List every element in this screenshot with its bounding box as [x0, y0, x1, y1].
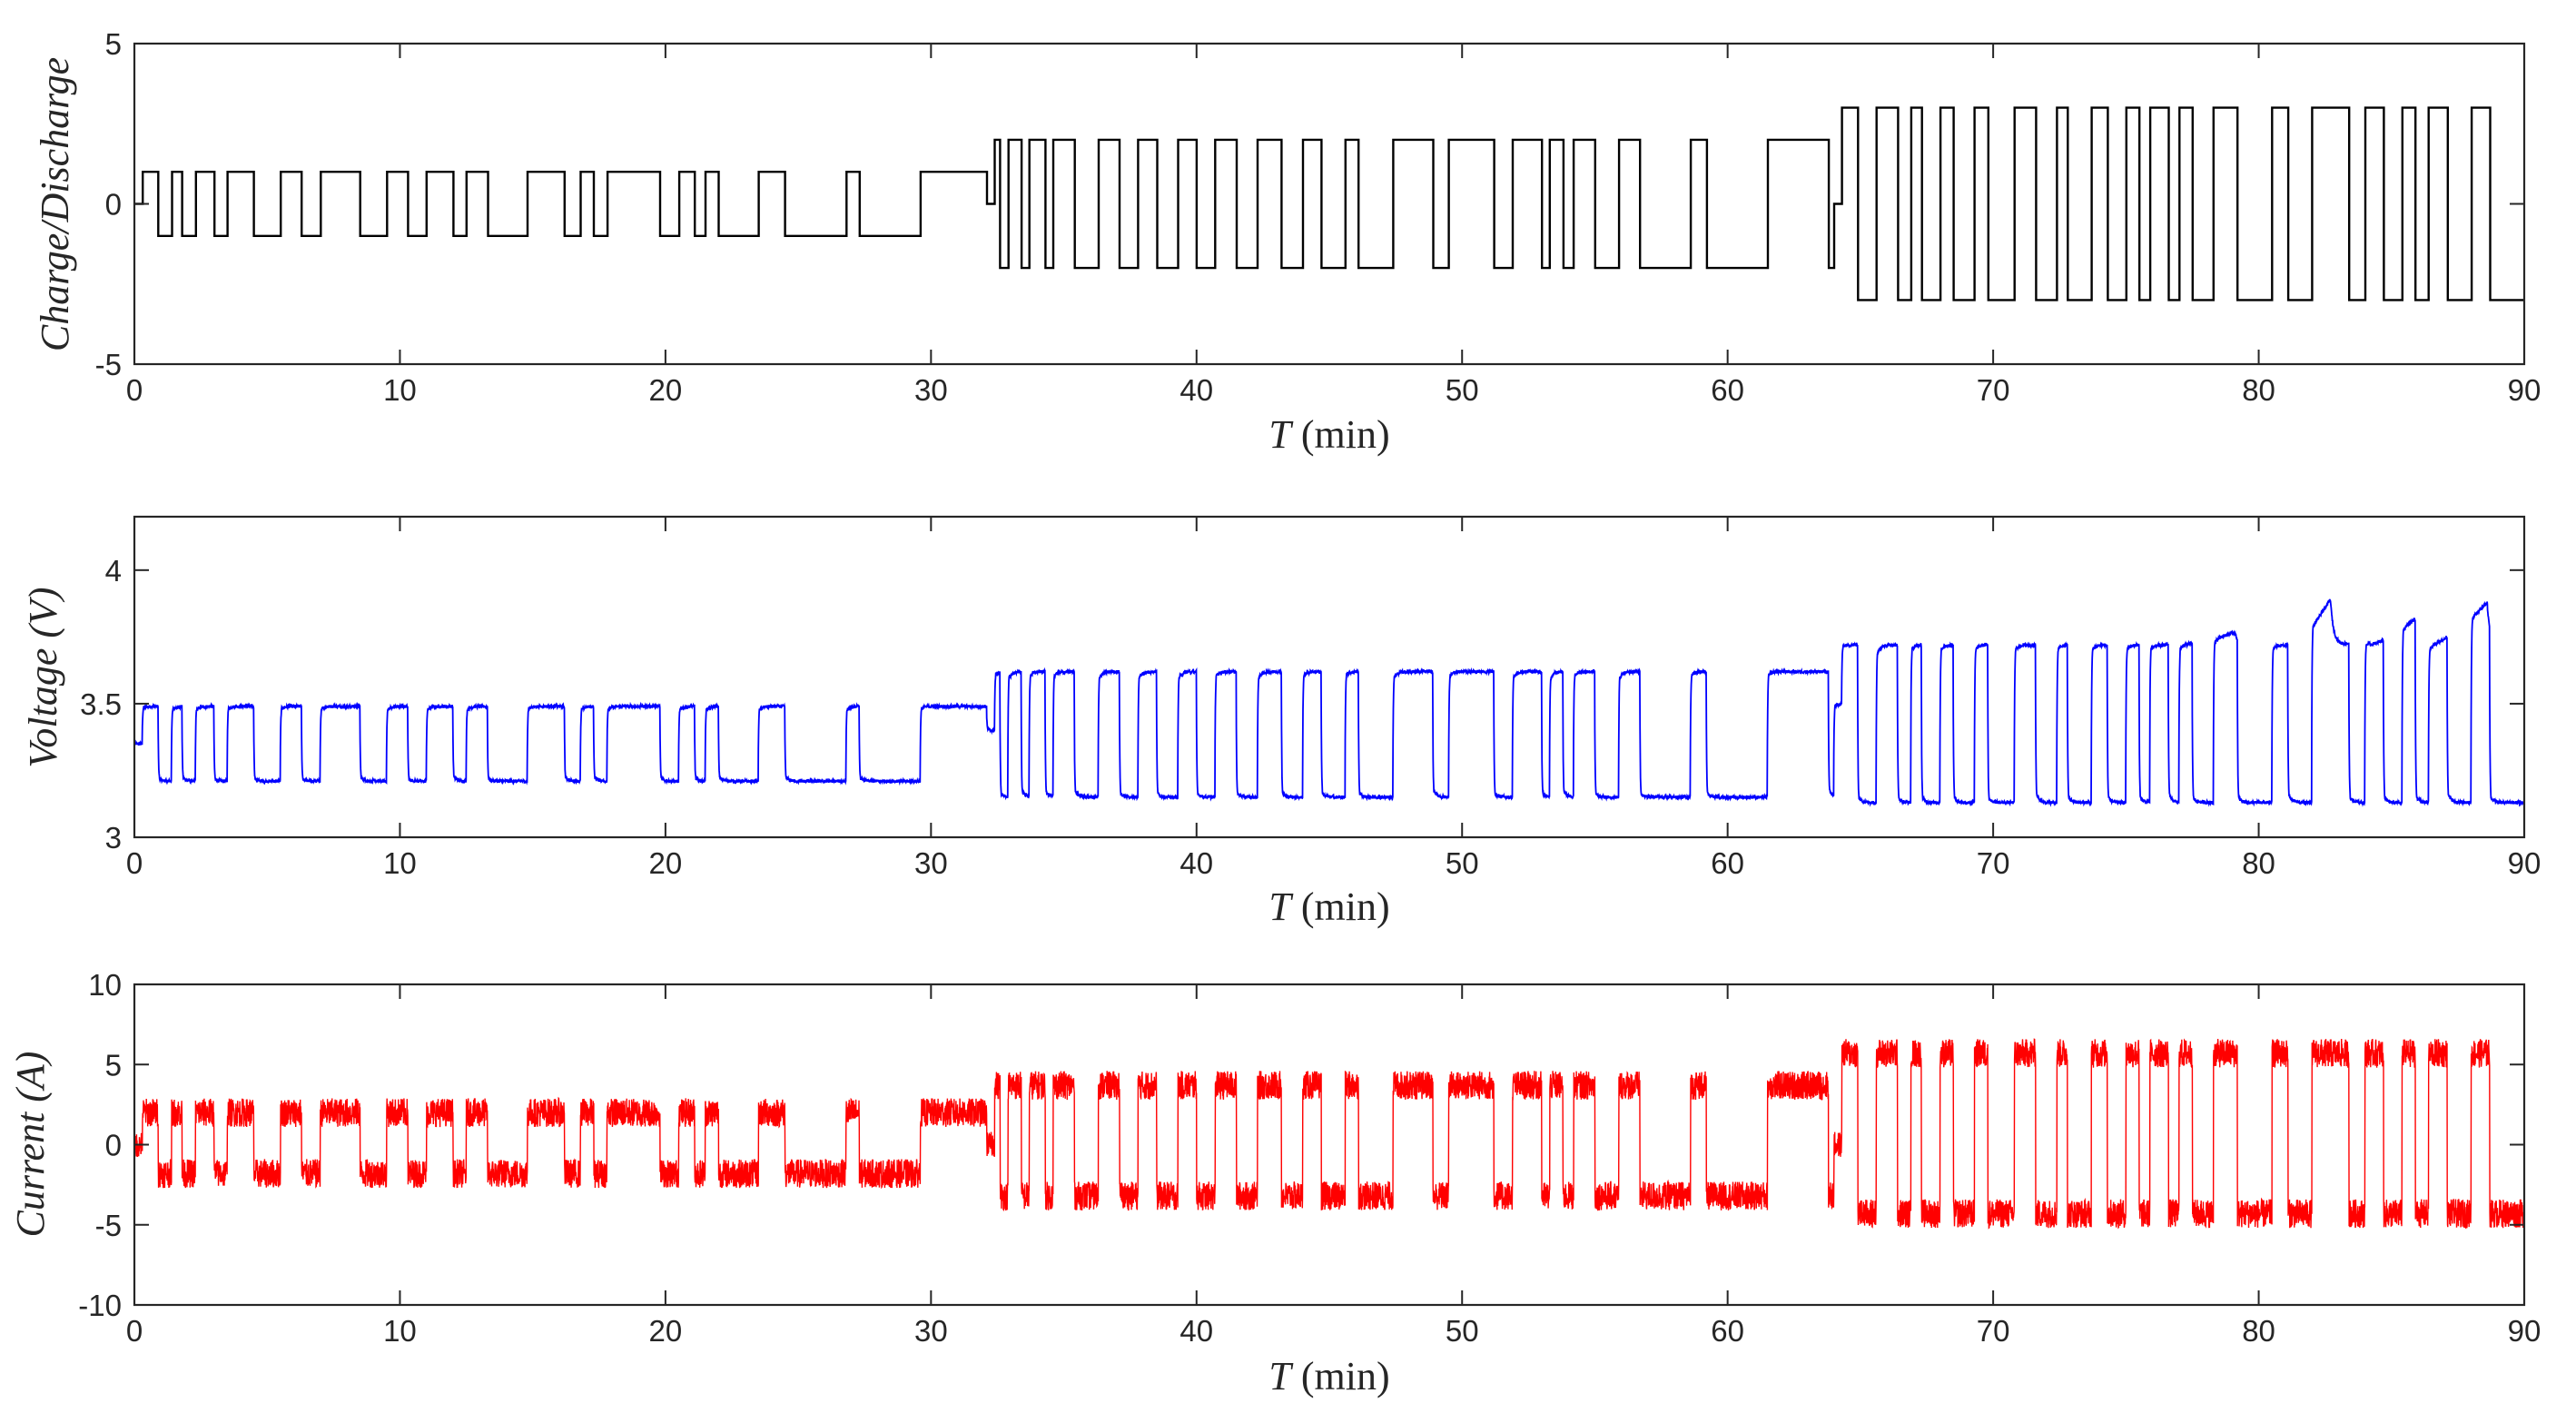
x-tick-label: 40 — [1179, 846, 1213, 880]
x-tick-label: 0 — [126, 846, 143, 880]
x-tick-label: 10 — [383, 373, 417, 407]
voltage-y-ticks: 33.54 — [80, 554, 2524, 855]
y-tick-label: 10 — [88, 968, 122, 1002]
x-tick-label: 60 — [1711, 1314, 1744, 1348]
x-tick-label: 20 — [649, 373, 683, 407]
current-axes-frame — [133, 983, 2526, 1307]
current-y-axis-label: Current (A) — [8, 1052, 53, 1238]
current-trace — [133, 1038, 2525, 1230]
x-tick-label: 90 — [2508, 373, 2541, 407]
charge-discharge-panel: 0 10 20 30 40 50 60 70 80 90 -505 T (min) Charge/… — [33, 27, 2541, 457]
y-tick-label: 0 — [105, 188, 122, 222]
charge-discharge-line — [134, 106, 2524, 301]
x-tick-label: 50 — [1446, 373, 1479, 407]
x-tick-label: 10 — [383, 1314, 417, 1348]
x-tick-label: 60 — [1711, 846, 1744, 880]
y-tick-label: 3 — [105, 821, 122, 855]
x-tick-label: 80 — [2242, 1314, 2275, 1348]
charge-discharge-trace — [134, 106, 2524, 301]
voltage-x-axis-label: T (min) — [1268, 884, 1389, 929]
y-tick-label: -5 — [95, 348, 122, 381]
x-tick-label: 30 — [914, 373, 948, 407]
y-tick-label: 3.5 — [80, 687, 122, 721]
current-y-ticks: -10 -5 0 5 10 — [78, 968, 2524, 1322]
charge-discharge-x-axis-label: T (min) — [1268, 412, 1389, 457]
y-tick-label: 0 — [105, 1129, 122, 1162]
y-tick-label: -5 — [95, 1209, 122, 1242]
x-tick-label: 90 — [2508, 1314, 2541, 1348]
current-x-axis-label: T (min) — [1268, 1354, 1389, 1398]
charge-discharge-y-axis-label: Charge/Discharge — [33, 57, 77, 351]
x-tick-label: 70 — [1977, 1314, 2010, 1348]
current-panel: 0 10 20 30 40 50 60 70 80 90 -10 -5 0 5 10 T (min) Cu… — [8, 968, 2541, 1398]
x-tick-label: 0 — [126, 1314, 143, 1348]
x-tick-label: 70 — [1977, 373, 2010, 407]
voltage-x-ticks: 0 10 20 30 40 50 60 70 80 90 — [126, 517, 2541, 880]
x-tick-label: 50 — [1446, 1314, 1479, 1348]
x-tick-label: 60 — [1711, 373, 1744, 407]
charge-discharge-x-ticks: 0 10 20 30 40 50 60 70 80 90 — [126, 44, 2541, 407]
voltage-panel: 0 10 20 30 40 50 60 70 80 90 33.54 T (min) Voltag… — [21, 515, 2541, 929]
voltage-line — [133, 598, 2525, 807]
charge-discharge-y-ticks: -5 0 5 — [95, 27, 2524, 381]
y-tick-label: 4 — [105, 554, 122, 588]
current-x-ticks: 0 10 20 30 40 50 60 70 80 90 — [126, 984, 2541, 1348]
x-tick-label: 80 — [2242, 373, 2275, 407]
x-tick-label: 50 — [1446, 846, 1479, 880]
x-tick-label: 40 — [1179, 1314, 1213, 1348]
y-tick-label: -10 — [78, 1289, 122, 1322]
x-tick-label: 40 — [1179, 373, 1213, 407]
x-tick-label: 20 — [649, 1314, 683, 1348]
voltage-trace — [133, 598, 2525, 807]
x-tick-label: 0 — [126, 373, 143, 407]
x-tick-label: 90 — [2508, 846, 2541, 880]
x-tick-label: 80 — [2242, 846, 2275, 880]
y-tick-label: 5 — [105, 1048, 122, 1082]
x-tick-label: 30 — [914, 846, 948, 880]
x-tick-label: 30 — [914, 1314, 948, 1348]
x-tick-label: 70 — [1977, 846, 2010, 880]
y-tick-label: 5 — [105, 27, 122, 61]
x-tick-label: 10 — [383, 846, 417, 880]
x-tick-label: 20 — [649, 846, 683, 880]
charge-discharge-axes-frame — [133, 42, 2526, 366]
voltage-axes-frame — [133, 515, 2526, 839]
current-line — [133, 1038, 2525, 1230]
voltage-y-axis-label: Voltage (V) — [21, 587, 65, 767]
